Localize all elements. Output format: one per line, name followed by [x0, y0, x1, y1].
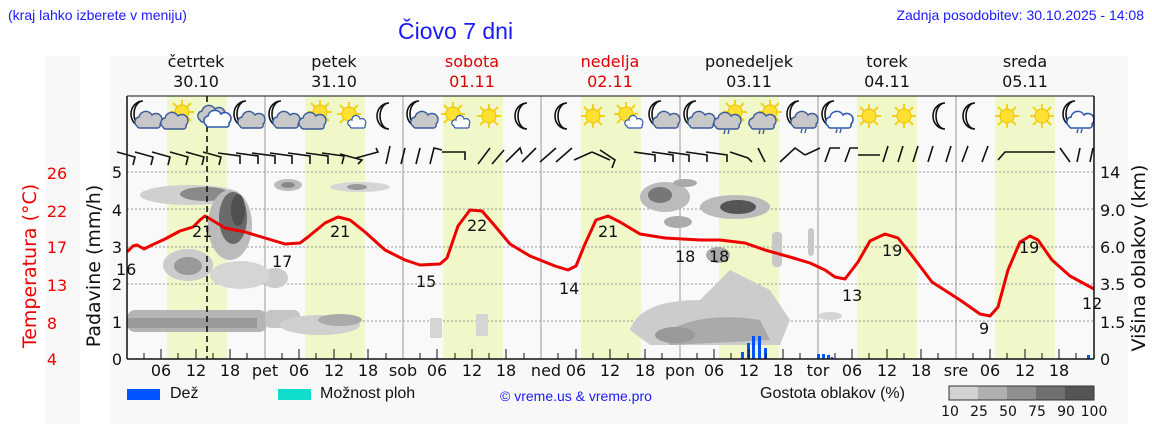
svg-text:06: 06 [704, 361, 724, 380]
svg-text:14: 14 [1100, 163, 1120, 182]
cloud-height-axis-ticks: 14 9.0 6.0 3.5 1.5 0 [1100, 163, 1125, 369]
svg-text:18: 18 [675, 247, 695, 266]
svg-text:18: 18 [1049, 361, 1069, 380]
temperature-labels: 16 21 17 21 15 22 14 21 18 18 13 19 9 19… [116, 216, 1102, 338]
svg-text:9.0: 9.0 [1100, 201, 1125, 220]
page-title: Čiovo 7 dni [398, 18, 514, 44]
svg-text:21: 21 [192, 222, 212, 241]
svg-text:22: 22 [467, 216, 487, 235]
svg-text:06: 06 [427, 361, 447, 380]
temperature-axis-title: Temperatura (°C) [19, 184, 41, 349]
svg-text:12: 12 [1082, 294, 1102, 313]
svg-text:06: 06 [842, 361, 862, 380]
location-hint[interactable]: (kraj lahko izberete v meniju) [8, 7, 187, 23]
svg-text:12: 12 [324, 361, 344, 380]
svg-text:14: 14 [559, 279, 579, 298]
svg-text:26: 26 [47, 164, 67, 183]
svg-text:06: 06 [151, 361, 171, 380]
svg-text:sob: sob [389, 361, 417, 380]
day-header-saturday: sobota 01.11 [444, 52, 500, 91]
precip-axis-title: Padavine (mm/h) [83, 185, 105, 348]
svg-text:2: 2 [112, 275, 122, 294]
svg-text:1.5: 1.5 [1100, 313, 1125, 332]
temperature-axis-ticks: 26 22 17 13 8 4 [47, 164, 67, 369]
svg-text:50: 50 [999, 404, 1017, 420]
svg-text:12: 12 [877, 361, 897, 380]
svg-text:18: 18 [358, 361, 378, 380]
wind-barbs [116, 145, 1094, 169]
svg-text:19: 19 [882, 241, 902, 260]
temperature-axis-panel [45, 56, 80, 424]
showers-swatch [278, 389, 311, 400]
svg-text:8: 8 [47, 314, 57, 333]
svg-text:12: 12 [186, 361, 206, 380]
svg-text:4: 4 [112, 201, 122, 220]
cloud-density-scale [948, 385, 1095, 401]
svg-text:12: 12 [739, 361, 759, 380]
svg-text:18: 18 [496, 361, 516, 380]
svg-text:5: 5 [112, 163, 122, 182]
svg-text:6.0: 6.0 [1100, 238, 1125, 257]
svg-text:18: 18 [709, 247, 729, 266]
svg-text:9: 9 [979, 319, 989, 338]
day-header-wednesday: sreda 05.11 [1002, 52, 1048, 91]
svg-text:18: 18 [220, 361, 240, 380]
svg-text:3.5: 3.5 [1100, 275, 1125, 294]
svg-text:4: 4 [47, 350, 57, 369]
svg-text:90: 90 [1057, 404, 1075, 420]
svg-text:06: 06 [566, 361, 586, 380]
svg-text:13: 13 [842, 286, 862, 305]
day-header-tuesday: torek 04.11 [864, 52, 910, 91]
svg-text:17: 17 [272, 252, 292, 271]
svg-text:sre: sre [944, 361, 968, 380]
day-header-thursday: četrtek 30.10 [167, 52, 225, 91]
legend-rain: Dež [170, 385, 199, 402]
svg-text:100: 100 [1081, 404, 1108, 420]
svg-text:18: 18 [635, 361, 655, 380]
svg-text:25: 25 [970, 404, 988, 420]
svg-text:06: 06 [980, 361, 1000, 380]
svg-text:3: 3 [112, 238, 122, 257]
svg-text:ned: ned [531, 361, 561, 380]
svg-text:17: 17 [47, 238, 67, 257]
day-header-sunday: nedelja 02.11 [580, 52, 640, 91]
svg-text:12: 12 [600, 361, 620, 380]
svg-text:12: 12 [462, 361, 482, 380]
copyright-link[interactable]: © vreme.us & vreme.pro [500, 388, 652, 404]
precip-axis-ticks: 5 4 3 2 1 0 [112, 163, 122, 369]
day-header-friday: petek 31.10 [311, 52, 357, 91]
svg-text:0: 0 [1100, 350, 1110, 369]
svg-text:18: 18 [773, 361, 793, 380]
svg-text:06: 06 [289, 361, 309, 380]
svg-text:pon: pon [665, 361, 695, 380]
svg-text:tor: tor [807, 361, 830, 380]
svg-text:0: 0 [112, 350, 122, 369]
svg-text:12: 12 [1015, 361, 1035, 380]
svg-text:75: 75 [1028, 404, 1046, 420]
svg-text:10: 10 [941, 404, 959, 420]
svg-text:13: 13 [47, 276, 67, 295]
svg-text:19: 19 [1019, 238, 1039, 257]
x-axis-labels: 06 12 18 pet 06 12 18 sob 06 12 18 ned 06 12 18 pon … [151, 361, 1069, 380]
svg-text:21: 21 [598, 222, 618, 241]
rain-swatch [127, 389, 160, 400]
svg-text:pet: pet [252, 361, 278, 380]
legend-cloud-density: Gostota oblakov (%) [760, 385, 905, 402]
cloud-density-ticks: 10 25 50 75 90 100 [941, 404, 1107, 420]
svg-text:22: 22 [47, 202, 67, 221]
cloud-height-axis-title: Višina oblakov (km) [1128, 165, 1150, 352]
temperature-line [125, 208, 1095, 318]
day-header-monday: ponedeljek 03.11 [705, 52, 793, 91]
cloud-density-layer [127, 179, 842, 345]
svg-text:18: 18 [911, 361, 931, 380]
svg-text:15: 15 [416, 272, 436, 291]
svg-text:21: 21 [330, 222, 350, 241]
last-update: Zadnja posodobitev: 30.10.2025 - 14:08 [896, 7, 1144, 23]
svg-text:16: 16 [116, 260, 136, 279]
svg-text:1: 1 [112, 313, 122, 332]
legend-showers: Možnost ploh [320, 385, 416, 402]
